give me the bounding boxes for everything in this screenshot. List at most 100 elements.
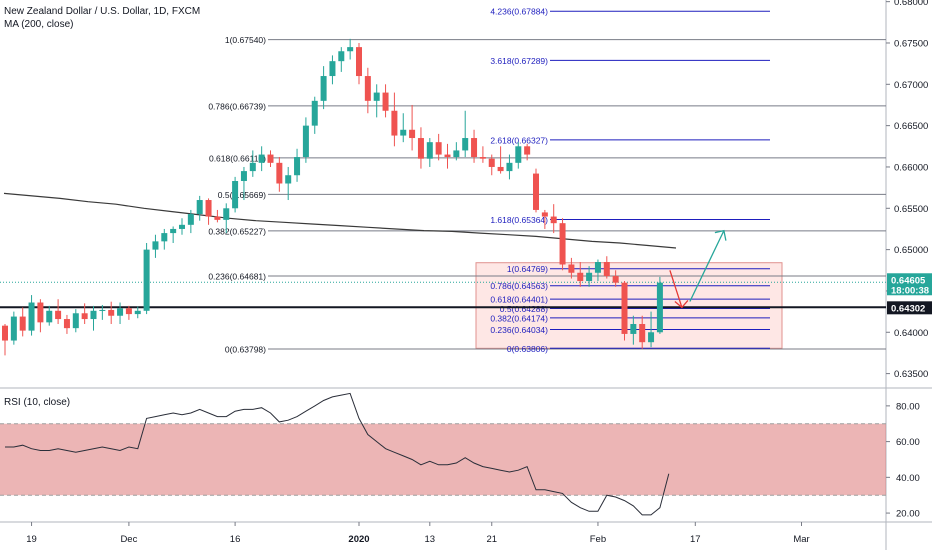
level-price-value: 0.64302 [891,303,925,314]
candle-body [524,146,531,155]
candle-body [72,313,79,329]
candle-body [656,282,663,333]
candle-body [479,157,486,159]
candle-body [302,125,309,158]
symbol-title: New Zealand Dollar / U.S. Dollar, 1D, FX… [4,6,201,17]
candle-body [400,129,407,136]
candle-body [550,216,557,224]
candle-body [28,302,35,331]
candle-body [506,162,513,172]
last-price-badge [887,273,932,296]
fib-retracement-label: 0(0.63798) [225,344,266,354]
candle-body [205,200,212,217]
candle-body [267,154,274,163]
projection-down-arrow [669,270,683,308]
fib-box-label: 0(0.63806) [507,344,548,354]
fib-box-label: 1(0.64769) [507,264,548,274]
candle-body [329,61,336,77]
rsi-tick-label: 80.00 [896,401,920,412]
candle-body [594,262,601,273]
price-tick-label: 0.68000 [894,0,928,8]
candle-body [488,158,495,167]
candle-body [170,228,177,234]
candle-body [347,47,354,52]
candle-body [568,264,575,273]
fib-retracement-label: 0.786(0.66739) [208,101,266,111]
candle-body [630,324,637,334]
time-tick-label: Dec [120,534,137,545]
candle-body [134,310,141,315]
candle-body [294,157,301,176]
candle-body [356,47,362,77]
last-price-value: 0.64605 [891,275,926,286]
candle-body [108,309,115,316]
fib-extension-label: 1.618(0.65364) [490,215,548,225]
fib-retracement-label: 0.382(0.65227) [208,226,266,236]
candle-body [125,308,132,315]
fib-retracement-label: 1(0.67540) [225,35,266,45]
time-tick-label: 21 [486,534,497,545]
candle-body [161,233,168,242]
candle-body [46,310,53,323]
projection-up-arrowhead [714,229,727,241]
candle-body [612,276,619,283]
fib-extension-label: 3.618(0.67289) [490,56,548,66]
candle-body [586,272,593,282]
candle-body [179,224,185,229]
candle-body [621,282,628,334]
fib-box-rect [475,262,783,349]
time-tick-label: 19 [26,534,37,545]
fib-box-label: 0.618(0.64401) [490,295,548,305]
rsi-tick-label: 40.00 [896,473,920,484]
candle-body [2,325,8,341]
candle-body [276,162,283,184]
ma-legend: MA (200, close) [4,19,74,30]
time-tick-label: Feb [590,534,606,545]
candle-body [382,92,389,111]
candle-body [533,173,539,210]
candle-body [55,310,62,320]
candle-body [90,310,97,320]
price-tick-label: 0.63500 [894,369,928,380]
projection-up-arrow [689,230,725,302]
fib-box-label: 0.382(0.64174) [490,313,548,323]
candle-body [391,110,398,136]
candle-body [214,216,221,220]
candle-body [409,129,416,139]
candle-body [143,249,150,311]
candle-body [497,166,504,172]
candle-body [285,175,292,184]
candle-body [196,200,203,215]
candle-body [435,142,442,155]
candle-body [117,308,124,316]
fib-retracement-label: 0.236(0.64681) [208,271,266,281]
candle-body [648,332,655,343]
fib-box-label: 0.236(0.64034) [490,325,548,335]
projection-down-arrowhead [674,300,689,309]
candle-body [338,51,345,62]
candle-body [152,241,159,250]
price-tick-label: 0.64000 [894,328,928,339]
candle-body [426,142,433,159]
level-price-badge [887,301,932,315]
candle-body [559,223,566,265]
candle-body [81,313,88,320]
time-tick-label: 17 [690,534,701,545]
candle-body [541,212,548,217]
rsi-legend: RSI (10, close) [4,397,71,408]
time-tick-label: Mar [793,534,809,545]
fib-box-label: 0.5(0.64288) [500,304,548,314]
rsi-tick-label: 20.00 [896,509,920,520]
candle-body [240,171,247,182]
candle-body [311,100,318,126]
candle-body [515,146,522,163]
candle-body [320,76,327,101]
candle-body [603,262,610,277]
candle-body [577,272,584,282]
time-tick-label: 16 [230,534,241,545]
candle-body [249,162,256,172]
candle-body [453,150,460,158]
candle-body [223,208,230,220]
